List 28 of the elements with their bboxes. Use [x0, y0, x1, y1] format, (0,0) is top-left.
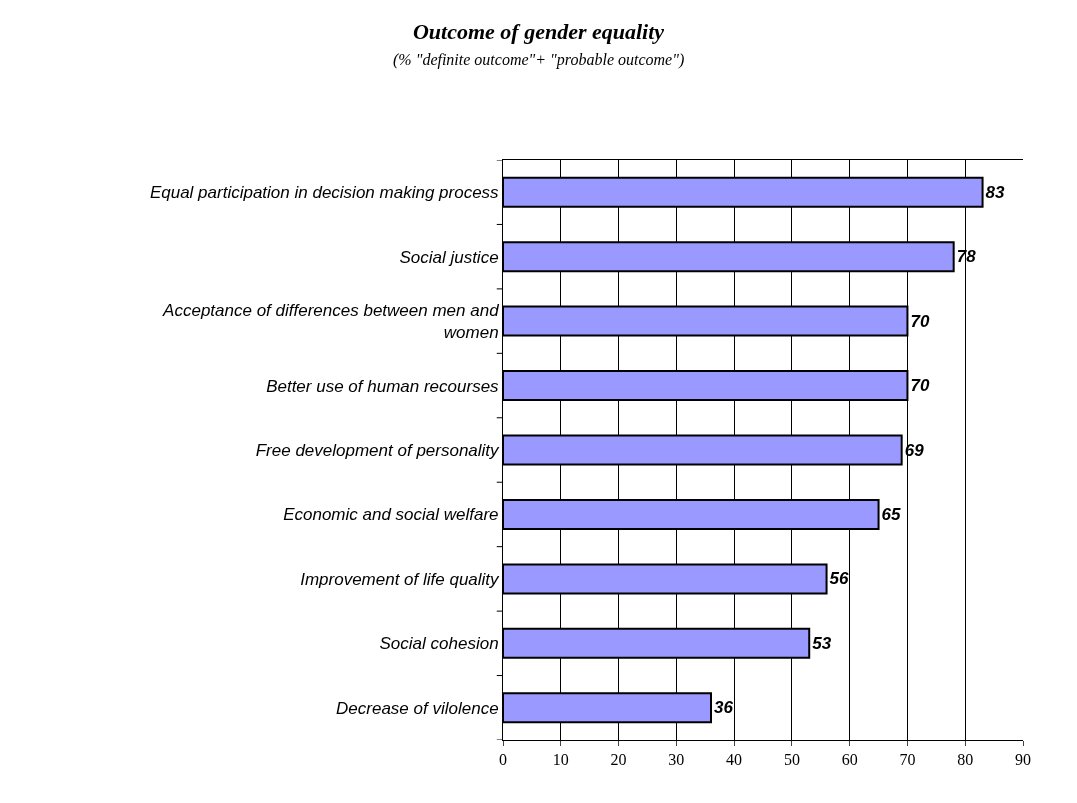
- x-tick-label: 80: [957, 751, 974, 769]
- x-tick-label: 0: [499, 751, 507, 769]
- y-tick-label: Improvement of life quality: [300, 569, 501, 589]
- chart-title: Outcome of gender equality: [412, 19, 665, 45]
- data-label: 70: [910, 311, 930, 331]
- data-label: 70: [910, 376, 930, 396]
- y-tick-label: Economic and social welfare: [283, 505, 499, 525]
- y-tick-label: Acceptance of differences between men and women: [162, 301, 500, 343]
- x-tick-label: 70: [899, 751, 916, 769]
- data-label: 65: [881, 504, 902, 524]
- y-tick-label: Social cohesion: [379, 634, 499, 654]
- y-tick-label: Social justice: [399, 247, 499, 267]
- data-label: 56: [829, 569, 850, 589]
- y-tick-label: Equal participation in decision making process: [149, 183, 500, 203]
- x-tick-label: 30: [668, 751, 685, 769]
- x-tick-label: 10: [552, 751, 569, 769]
- x-tick-label: 60: [841, 751, 858, 769]
- data-label: 83: [985, 182, 1006, 202]
- x-tick-label: 40: [726, 751, 743, 769]
- x-tick-label: 20: [610, 751, 627, 769]
- data-label: 53: [812, 633, 832, 653]
- chart-subtitle: (% "definite outcome"+ "probable outcome"): [393, 51, 685, 69]
- y-tick-label: Decrease of vilolence: [336, 698, 499, 718]
- data-label: 36: [714, 698, 734, 718]
- x-tick-label: 90: [1015, 751, 1031, 769]
- y-tick-label: Better use of human recourses: [266, 376, 500, 396]
- x-tick-label: 50: [783, 751, 800, 769]
- y-tick-label: Free development of personality: [255, 440, 501, 460]
